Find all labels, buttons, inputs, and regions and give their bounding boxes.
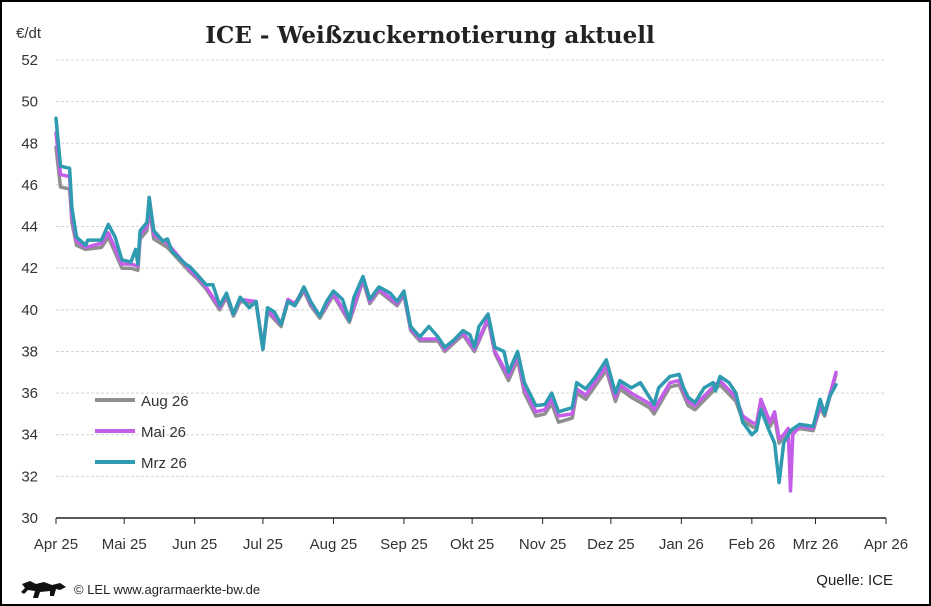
x-tick-label: Okt 25 bbox=[450, 536, 494, 553]
x-tick-label: Jul 25 bbox=[243, 536, 283, 553]
gridlines bbox=[56, 59, 886, 477]
y-tick-label: 34 bbox=[21, 427, 38, 444]
y-tick-label: 42 bbox=[21, 260, 38, 277]
legend: Aug 26 Mai 26 Mrz 26 bbox=[95, 393, 189, 472]
y-tick-label: 50 bbox=[21, 94, 38, 111]
legend-label: Aug 26 bbox=[141, 393, 189, 410]
copyright-text: © LEL www.agrarmaerkte-bw.de bbox=[74, 582, 261, 597]
legend-label: Mrz 26 bbox=[141, 455, 187, 472]
source-text: Quelle: ICE bbox=[816, 572, 893, 589]
x-tick-label: Mrz 26 bbox=[793, 536, 839, 553]
x-tick-label: Feb 26 bbox=[728, 536, 775, 553]
chart-title: ICE - Weißzuckernotierung aktuell bbox=[205, 22, 655, 49]
y-tick-label: 38 bbox=[21, 343, 38, 360]
x-tick-label: Apr 25 bbox=[34, 536, 78, 553]
legend-label: Mai 26 bbox=[141, 424, 186, 441]
y-tick-label: 40 bbox=[21, 302, 38, 319]
y-tick-label: 44 bbox=[21, 219, 38, 236]
y-axis: 30 32 34 36 38 40 42 44 46 48 50 52 bbox=[21, 52, 38, 527]
y-tick-label: 30 bbox=[21, 510, 38, 527]
y-tick-label: 32 bbox=[21, 468, 38, 485]
y-tick-label: 46 bbox=[21, 177, 38, 194]
x-tick-label: Jan 26 bbox=[659, 536, 704, 553]
y-tick-label: 48 bbox=[21, 135, 38, 152]
series-lines bbox=[54, 116, 838, 493]
x-axis: Apr 25 Mai 25 Jun 25 Jul 25 Aug 25 Sep 25 Okt … bbox=[34, 517, 908, 553]
y-axis-unit: €/dt bbox=[16, 25, 42, 42]
x-tick-label: Jun 25 bbox=[172, 536, 217, 553]
x-tick-label: Sep 25 bbox=[380, 536, 428, 553]
x-tick-label: Apr 26 bbox=[864, 536, 908, 553]
x-tick-label: Mai 25 bbox=[102, 536, 147, 553]
y-tick-label: 52 bbox=[21, 52, 38, 69]
x-tick-label: Nov 25 bbox=[519, 536, 567, 553]
x-tick-label: Dez 25 bbox=[587, 536, 635, 553]
x-tick-label: Aug 25 bbox=[310, 536, 358, 553]
series-line-mrz-26 bbox=[54, 116, 838, 485]
lion-logo-icon bbox=[21, 581, 66, 598]
y-tick-label: 36 bbox=[21, 385, 38, 402]
